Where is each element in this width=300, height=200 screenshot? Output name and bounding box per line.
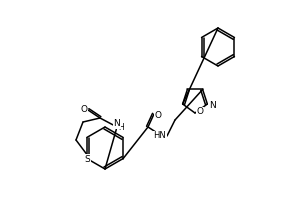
Text: H: H: [118, 123, 124, 132]
Text: O: O: [80, 104, 88, 114]
Text: N: N: [114, 119, 120, 129]
Text: N: N: [209, 101, 216, 110]
Text: O: O: [196, 108, 203, 116]
Text: HN: HN: [154, 132, 166, 140]
Text: O: O: [154, 110, 161, 119]
Text: S: S: [84, 154, 90, 164]
